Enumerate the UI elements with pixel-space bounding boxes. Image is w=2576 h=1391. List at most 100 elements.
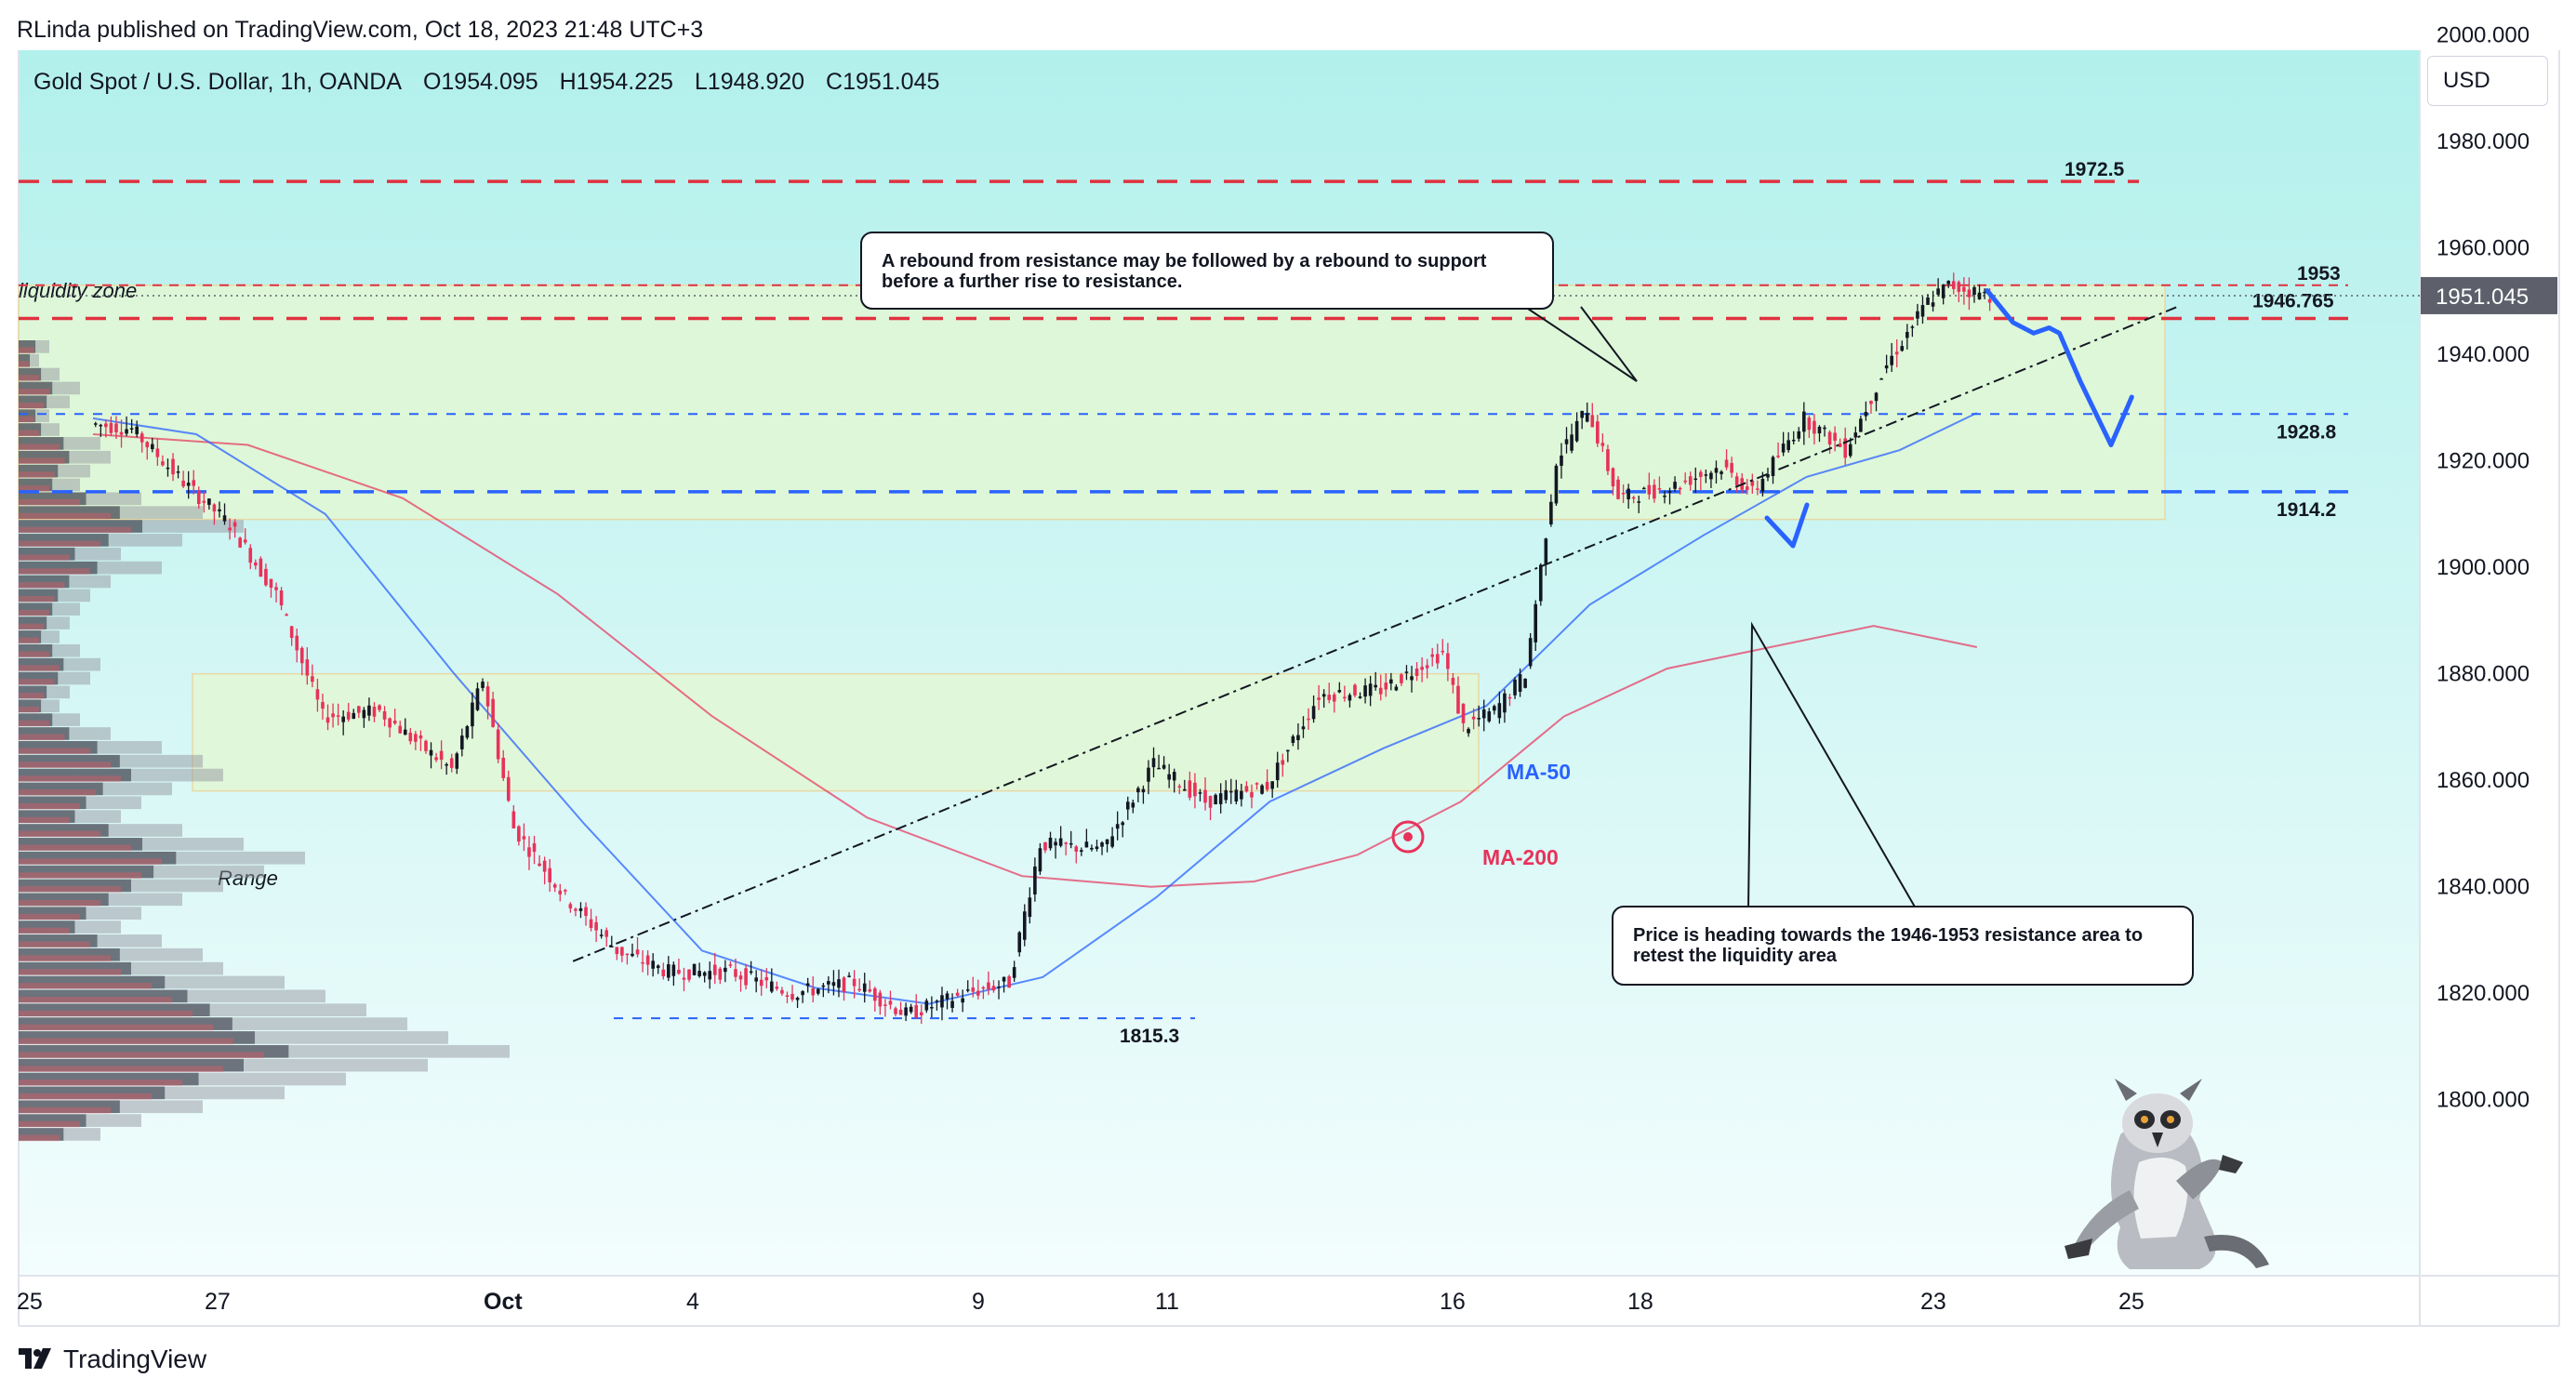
currency-button[interactable]: USD [2427, 56, 2548, 106]
volume-profile-bar-light [198, 1072, 346, 1086]
candle-body [424, 740, 428, 751]
level-label-1972.5: 1972.5 [2065, 159, 2125, 180]
time-tick-label: Oct [484, 1289, 523, 1315]
candle-body [1781, 444, 1786, 453]
volume-profile-bar-red [19, 720, 49, 727]
candle-body [1730, 462, 1733, 473]
levels-layer: 1972.5 1953 1946.765 1928.8 1914.2 1815.3 [19, 159, 2420, 1047]
volume-profile-bar-dark [19, 1114, 86, 1127]
candle-body [285, 614, 288, 616]
symbol-legend[interactable]: Gold Spot / U.S. Dollar, 1h, OANDA O1954… [33, 69, 954, 96]
candle-body [1688, 476, 1693, 485]
candle-body [1724, 459, 1729, 468]
candle-body [692, 963, 697, 975]
candle-body [1095, 846, 1099, 850]
candle-body [119, 431, 124, 435]
candle-body [1574, 420, 1579, 442]
candle-body [1110, 836, 1114, 847]
ma50-line [92, 412, 1978, 1005]
volume-profile-bar-dark [19, 824, 109, 837]
candle-body [780, 989, 784, 994]
candle-body [1704, 474, 1708, 476]
candle-body [552, 884, 557, 888]
candle-body [625, 953, 630, 956]
candle-body [1663, 496, 1666, 497]
lemur-illustration [2065, 1079, 2269, 1269]
candle-body [1683, 480, 1687, 483]
candle-body [1048, 837, 1053, 849]
price-tick-label: 1980.000 [2437, 129, 2530, 154]
candle-body [712, 964, 717, 975]
candle-body [1693, 478, 1698, 481]
candle-body [734, 969, 737, 977]
candle-body [392, 721, 397, 724]
candle-body [1673, 482, 1677, 489]
candle-body [196, 490, 201, 505]
candle-body [501, 757, 506, 778]
candle-body [981, 987, 986, 989]
candle-body [1074, 846, 1079, 852]
candle-body [1972, 286, 1976, 296]
volume-profile-bar-red [19, 775, 121, 782]
candle-body [1121, 822, 1125, 826]
candle-body [1441, 650, 1445, 653]
candle-body [279, 590, 284, 606]
volume-profile-bar-light [131, 961, 223, 975]
volume-profile-bar-red [19, 1038, 233, 1045]
volume-profile-bar-dark [19, 437, 64, 450]
resistance-annotation-box [860, 232, 1554, 310]
price-tick-label: 1940.000 [2437, 342, 2530, 367]
volume-profile-bar-dark [19, 381, 53, 395]
volume-profile-bar-light [69, 727, 111, 740]
candle-body [1378, 687, 1383, 695]
candle-body [254, 562, 258, 566]
candle-body [1564, 439, 1569, 444]
candle-body [971, 987, 976, 992]
volume-profile-bar-dark [19, 616, 47, 629]
candle-body [827, 981, 830, 985]
candle-body [1400, 674, 1403, 683]
candle-body [1084, 841, 1089, 848]
volume-profile-bar-dark [19, 907, 86, 921]
price-tick-label: 1860.000 [2437, 768, 2530, 793]
volume-profile-bar-light [41, 423, 60, 436]
candle-body [1916, 311, 1919, 319]
candle-body [1296, 735, 1300, 741]
ohlc-open: O1954.095 [422, 69, 538, 95]
ohlc-close: C1951.045 [826, 69, 940, 95]
candle-body [352, 712, 356, 720]
volume-profile-bar-light [255, 1031, 448, 1044]
candle-body [1884, 364, 1889, 369]
level-label-1928.8: 1928.8 [2277, 421, 2337, 443]
candle-body [987, 982, 990, 990]
candle-body [1131, 802, 1135, 808]
candle-body [1203, 789, 1207, 803]
candle-body [418, 735, 423, 739]
candle-body [1791, 439, 1796, 442]
volume-profile-bar-dark [19, 893, 109, 907]
volume-profile-bar-dark [19, 1100, 120, 1114]
candle-body [485, 686, 490, 707]
candle-body [155, 448, 160, 457]
candle-body [378, 705, 381, 710]
candle-body [682, 977, 686, 980]
candle-body [186, 483, 191, 486]
candle-body [135, 426, 139, 434]
volume-profile-bar-light [35, 340, 49, 353]
volume-profile-bar-light [52, 381, 80, 395]
candle-body [202, 500, 206, 503]
candle-body [894, 1008, 897, 1014]
candle-body [909, 1006, 913, 1013]
candle-body [1714, 468, 1719, 473]
volume-profile-bar-dark [19, 547, 75, 561]
candle-body [104, 423, 108, 428]
tradingview-brand[interactable]: TradingView [19, 1345, 206, 1374]
volume-profile-bar-light [119, 506, 203, 520]
candle-body [1641, 487, 1646, 490]
candle-body [1337, 690, 1342, 693]
candle-body [460, 735, 464, 749]
volume-profile-bar-light [97, 561, 162, 575]
candle-body [1621, 493, 1626, 495]
current-price-tag [2421, 276, 2557, 314]
